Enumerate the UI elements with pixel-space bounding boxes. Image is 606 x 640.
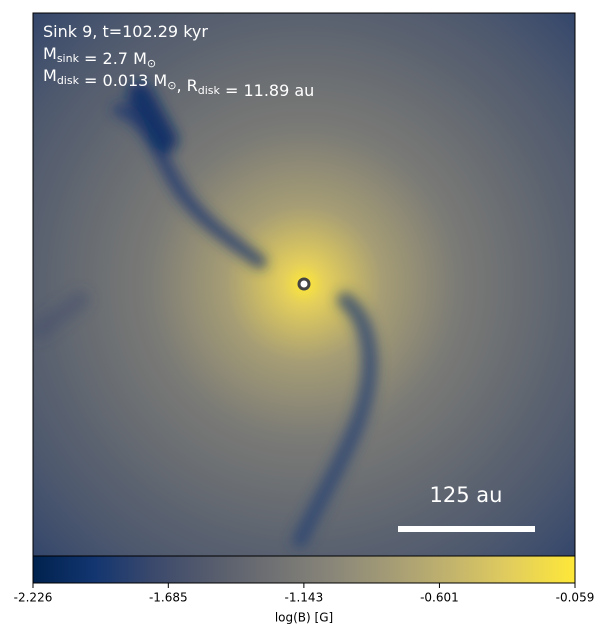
text-part: M	[43, 44, 57, 63]
text-part: = 0.013 M	[79, 71, 167, 90]
scale-bar-label: 125 au	[430, 483, 503, 507]
annotation-line: Msink = 2.7 M⊙	[43, 44, 156, 71]
colorbar-label: log(B) [G]	[275, 611, 333, 625]
colorbar-tick-label: -1.685	[149, 591, 188, 605]
sink-marker	[297, 277, 311, 291]
subscript: disk	[57, 74, 80, 87]
colorbar-tick-label: -1.143	[285, 591, 324, 605]
scale-bar	[398, 526, 535, 532]
text-part: , R	[176, 76, 197, 95]
annotation-line: Sink 9, t=102.29 kyr	[43, 22, 208, 41]
colorbar-tick-label: -0.059	[556, 591, 595, 605]
subscript: ⊙	[167, 79, 176, 92]
colorbar-tick-label: -0.601	[420, 591, 459, 605]
subscript: disk	[198, 84, 221, 97]
text-part: = 11.89 au	[220, 81, 314, 100]
colorbar	[32, 555, 576, 584]
text-part: = 2.7 M	[79, 49, 147, 68]
subscript: sink	[57, 52, 80, 65]
text-part: M	[43, 66, 57, 85]
annotation-line: Mdisk = 0.013 M⊙, Rdisk = 11.89 au	[43, 66, 314, 100]
colorbar-tick-label: -2.226	[14, 591, 53, 605]
text-part: Sink 9, t=102.29 kyr	[43, 22, 208, 41]
subscript: ⊙	[147, 57, 156, 70]
